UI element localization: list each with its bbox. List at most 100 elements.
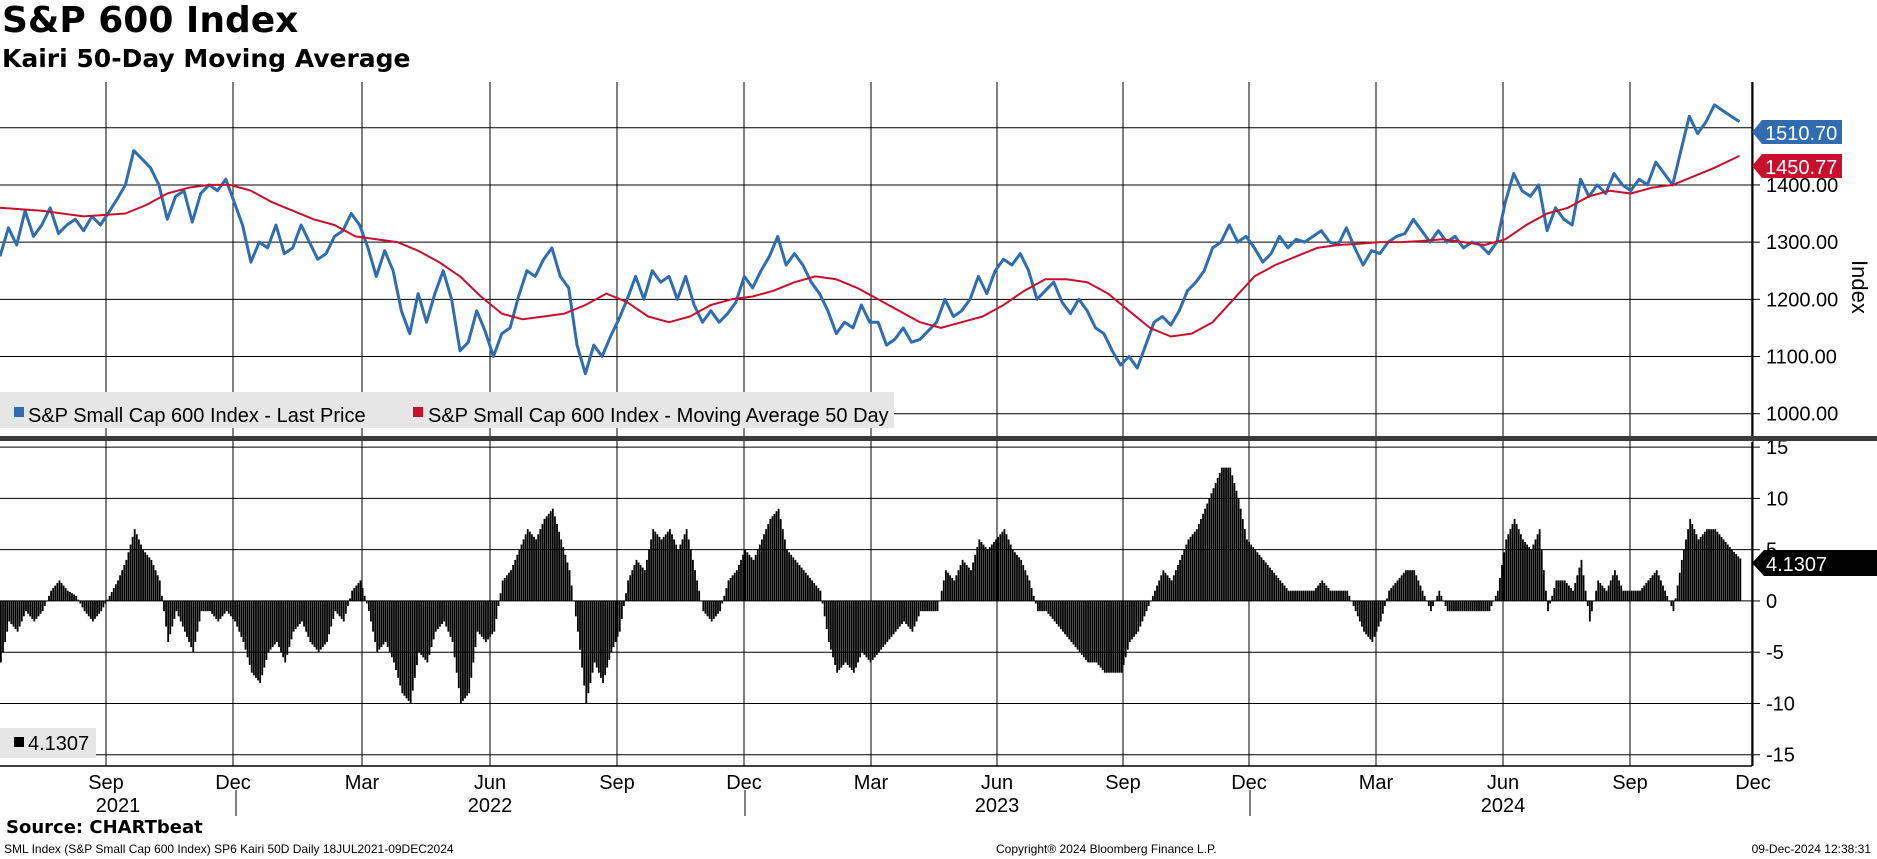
- kairi-bar: [16, 600, 19, 632]
- kairi-bar: [1578, 567, 1581, 601]
- legend-price-label: S&P Small Cap 600 Index - Last Price: [28, 405, 366, 427]
- kairi-bar: [418, 600, 420, 653]
- kairi-bar: [1622, 590, 1625, 601]
- kairi-bar: [1133, 600, 1135, 637]
- kairi-bar: [200, 600, 203, 612]
- kairi-bar: [1572, 590, 1575, 601]
- kairi-bar: [1584, 590, 1587, 601]
- kairi-bar: [1051, 600, 1054, 619]
- kairi-bar: [1630, 590, 1633, 601]
- kairi-bar: [859, 600, 862, 658]
- kairi-bar: [441, 600, 443, 625]
- kairi-bar: [257, 600, 259, 681]
- kairi-bar: [1461, 600, 1464, 612]
- legend-ma-label: S&P Small Cap 600 Index - Moving Average…: [428, 405, 889, 427]
- kairi-bar: [800, 567, 803, 601]
- kairi-bar: [384, 600, 387, 642]
- kairi-bar: [980, 541, 983, 601]
- kairi-bar: [1333, 590, 1336, 601]
- kairi-bar: [650, 539, 653, 601]
- kairi-bar: [1066, 600, 1069, 637]
- kairi-bar: [1555, 580, 1558, 601]
- kairi-bar: [608, 600, 611, 660]
- kairi-bar: [819, 590, 822, 601]
- kairi-bar: [198, 600, 201, 622]
- kairi-bar: [1185, 544, 1188, 601]
- kairi-bar: [1701, 534, 1704, 601]
- kairi-bar: [953, 580, 956, 601]
- kairi-bar: [409, 600, 412, 704]
- x-month-label: Jun: [1487, 772, 1519, 794]
- kairi-bar: [625, 593, 627, 601]
- kairi-bar: [700, 600, 703, 602]
- kairi-bar: [781, 529, 784, 601]
- kairi-bar: [1381, 600, 1384, 614]
- kairi-bar: [351, 590, 354, 601]
- kairi-bar: [288, 600, 291, 648]
- kairi-bar: [1310, 590, 1313, 601]
- kairi-bar: [81, 600, 84, 608]
- legend-kairi-swatch: [14, 737, 24, 747]
- kairi-bar: [938, 600, 941, 602]
- kairi-bar: [978, 539, 981, 601]
- kairi-bar: [890, 600, 893, 637]
- kairi-bar: [246, 600, 249, 658]
- kairi-bar: [1246, 539, 1248, 601]
- kairi-bar: [359, 580, 362, 601]
- kairi-bar: [35, 600, 38, 619]
- kairi-bar: [1041, 600, 1043, 612]
- kairi-bar: [244, 600, 247, 650]
- kairi-bar: [1373, 600, 1376, 637]
- kairi-bar: [936, 600, 939, 612]
- kairi-bar: [1300, 590, 1303, 601]
- kairi-bar: [813, 582, 816, 601]
- kairi-bar: [1616, 575, 1618, 601]
- kairi-bar: [1181, 554, 1184, 601]
- kairi-bar: [1329, 590, 1332, 601]
- kairi-bar: [928, 600, 931, 612]
- kairi-bar: [589, 600, 592, 683]
- kairi-bar: [282, 600, 285, 658]
- kairi-bar: [1220, 467, 1223, 601]
- kairi-bar: [503, 577, 506, 601]
- kairi-bar: [1352, 600, 1355, 607]
- kairi-bar: [823, 600, 826, 617]
- kairi-bar: [330, 600, 333, 627]
- kairi-bar: [1262, 559, 1265, 601]
- kairi-bar: [620, 600, 623, 619]
- kairi-bar: [876, 600, 878, 655]
- kairi-bar: [602, 600, 604, 683]
- kairi-bar: [365, 600, 368, 604]
- upper-y-tick: 1400.00: [1766, 175, 1838, 197]
- kairi-bar: [1206, 503, 1209, 601]
- kairi-bar: [627, 580, 630, 601]
- kairi-bar: [1089, 600, 1092, 663]
- kairi-bar: [1273, 572, 1276, 601]
- kairi-bar: [378, 600, 381, 650]
- kairi-bar: [742, 554, 744, 601]
- x-year-label: 2024: [1481, 795, 1526, 817]
- kairi-bar: [33, 600, 36, 622]
- kairi-bar: [1446, 600, 1449, 612]
- kairi-bar: [1279, 580, 1282, 601]
- kairi-bar: [121, 570, 124, 601]
- kairi-bar: [1003, 529, 1006, 601]
- kairi-bar: [1388, 590, 1391, 601]
- kairi-bar: [784, 539, 786, 601]
- kairi-bar: [1177, 565, 1179, 601]
- kairi-bar: [229, 600, 232, 617]
- kairi-bar: [671, 534, 673, 601]
- kairi-bar: [1158, 580, 1161, 601]
- kairi-bar: [340, 600, 343, 619]
- kairi-bar: [658, 536, 661, 601]
- kairi-bar: [1522, 539, 1524, 601]
- kairi-bar: [190, 600, 193, 648]
- kairi-bar: [539, 529, 542, 601]
- kairi-bar: [476, 600, 479, 632]
- lower-y-tick: -15: [1766, 745, 1795, 767]
- kairi-bar: [1319, 582, 1322, 601]
- legend-ma-swatch: [413, 407, 423, 417]
- kairi-bar: [171, 600, 174, 627]
- kairi-bar: [1404, 570, 1407, 601]
- kairi-bar: [587, 600, 590, 694]
